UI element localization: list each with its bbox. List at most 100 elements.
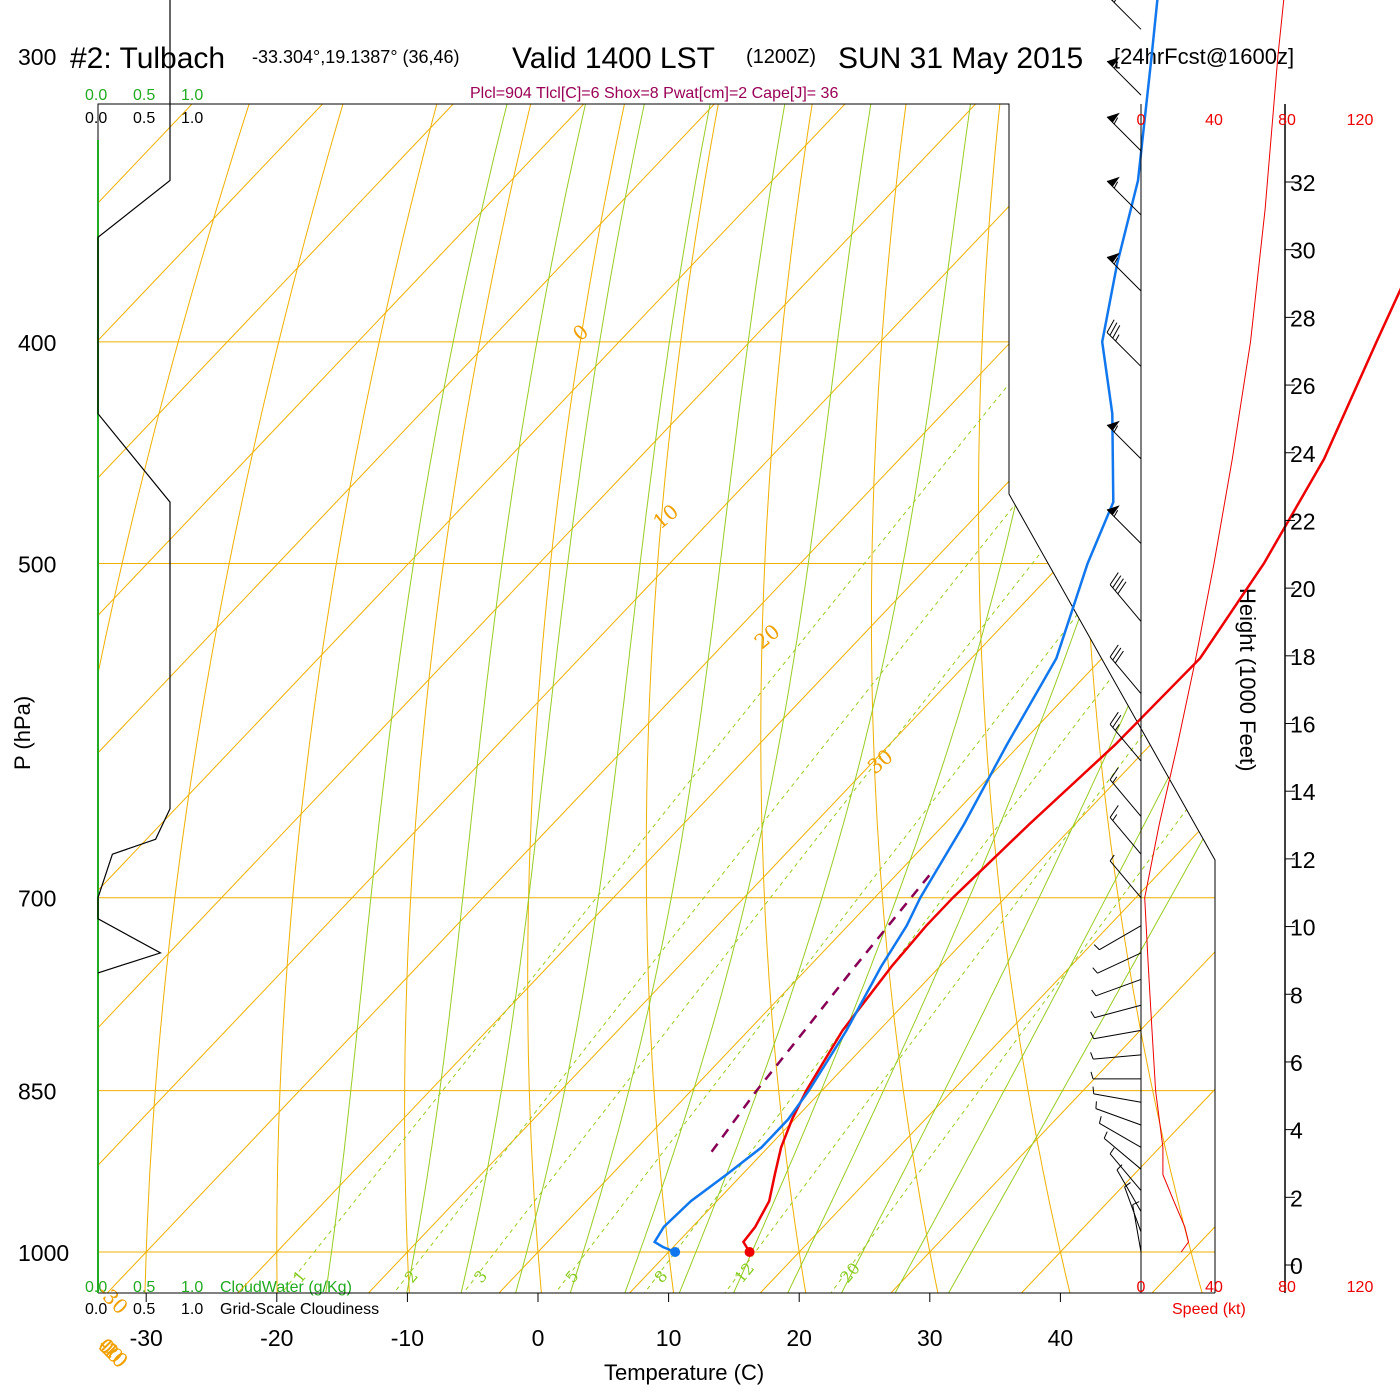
- height-tick-label: 24: [1290, 441, 1316, 467]
- valid-time: Valid 1400 LST: [512, 42, 715, 75]
- isotherm-line: [98, 104, 750, 1293]
- moist-adiabat: [499, 104, 782, 1293]
- wind-barb-full: [1114, 650, 1124, 664]
- wind-barb-staff: [1103, 1137, 1142, 1170]
- wind-barb-full: [1109, 644, 1119, 658]
- mixing-ratio-label: 12: [731, 1259, 759, 1287]
- wind-barb-pennant: [1107, 56, 1120, 67]
- plot-border: [97, 103, 1216, 1293]
- temperature-line: [741, 287, 1400, 1253]
- moist-adiabat: [552, 104, 850, 1293]
- speed-tick-label-bottom: 40: [1205, 1279, 1223, 1296]
- mixing-ratio-label: 3: [470, 1267, 491, 1287]
- wind-barb-half: [1098, 1116, 1102, 1124]
- wind-barb-full: [1117, 581, 1127, 595]
- height-tick-label: 20: [1290, 576, 1316, 602]
- dry-adiabat: [1375, 0, 1400, 1347]
- wind-barb-half: [1113, 257, 1119, 265]
- mixing-ratio-label: 20: [836, 1259, 864, 1287]
- temperature-tick-label: -30: [130, 1325, 163, 1351]
- wind-barb-half: [1090, 1011, 1096, 1018]
- wind-barb-staff: [1106, 332, 1142, 367]
- height-tick-label: 6: [1290, 1050, 1303, 1076]
- wind-barb: [1090, 1004, 1142, 1019]
- wind-barb: [1109, 805, 1142, 855]
- wind-barb-full: [1112, 325, 1121, 339]
- moist-adiabat: [317, 104, 596, 1293]
- height-axis-title: Height (1000 Feet): [1235, 588, 1260, 771]
- wind-barb-half: [1116, 1164, 1123, 1171]
- height-tick-label: 18: [1290, 644, 1316, 670]
- wind-barb-half: [1090, 1071, 1094, 1079]
- wind-barb-full: [1109, 572, 1119, 585]
- moist-adiabat: [604, 104, 930, 1293]
- height-tick-label: 22: [1290, 508, 1316, 534]
- wind-barb-half: [1103, 1131, 1108, 1139]
- mixing-ratio-line: [351, 341, 1145, 1293]
- wind-barb: [1106, 420, 1142, 460]
- dry-adiabat: [1081, 104, 1215, 1293]
- wind-barb-pennant: [1107, 420, 1120, 431]
- wind-barb-half: [1113, 117, 1119, 125]
- wind-barb-staff: [1109, 584, 1142, 622]
- wind-barb-half: [1114, 724, 1120, 731]
- wind-barb: [1095, 1101, 1142, 1126]
- isotherm-line: [98, 104, 1215, 1293]
- zulu-time: (1200Z): [746, 46, 816, 68]
- wind-barb-staff: [1109, 656, 1142, 695]
- cwb-tick-1: 1.0: [181, 1279, 203, 1296]
- wind-barb-half: [1092, 967, 1098, 974]
- speed-tick-label-top: 120: [1347, 112, 1374, 129]
- height-tick-label: 12: [1290, 847, 1316, 873]
- wind-barb: [1106, 112, 1142, 152]
- dry-adiabat-label: 10: [648, 499, 683, 534]
- wind-barb-full: [1112, 575, 1122, 588]
- surface-temperature-dot: [744, 1247, 755, 1257]
- wind-barb: [1110, 0, 1142, 30]
- wind-barb: [1109, 572, 1142, 622]
- pressure-tick-label: 500: [18, 552, 56, 578]
- isotherm-line: [98, 104, 1142, 1293]
- wind-speed-line: [1144, 0, 1285, 1253]
- wind-barb-staff: [1093, 1054, 1142, 1060]
- moist-adiabat: [395, 104, 668, 1293]
- mixing-ratio-line: [791, 341, 1215, 1293]
- wind-barb-full: [1114, 578, 1124, 592]
- wind-barb-pennant: [1111, 0, 1114, 1]
- temperature-tick-label: 20: [786, 1325, 812, 1351]
- wind-barb-half: [1113, 0, 1117, 3]
- cloudwater-scale-top: 0.0 0.5 1.0: [85, 87, 203, 104]
- isotherm-line: [98, 104, 620, 1293]
- dry-adiabat: [1182, 104, 1215, 1293]
- dry-adiabat: [760, 104, 883, 1293]
- cw-tick-1: 1.0: [181, 87, 203, 104]
- cloudiness-line: [97, 0, 171, 974]
- height-tick-label: 2: [1290, 1185, 1303, 1211]
- wind-barb-half: [1132, 1201, 1140, 1206]
- wind-barb: [1090, 1052, 1142, 1060]
- dry-adiabat: [143, 104, 460, 1293]
- wind-barb-staff: [1106, 60, 1142, 96]
- wind-barb: [1106, 176, 1142, 216]
- pressure-tick-label: 1000: [18, 1240, 69, 1266]
- isotherm-label: -20: [93, 1333, 133, 1373]
- wind-barb: [1109, 711, 1142, 762]
- wind-barb: [1132, 1201, 1142, 1253]
- speed-tick-label-bottom: 120: [1347, 1279, 1374, 1296]
- height-tick-label: 4: [1290, 1118, 1303, 1144]
- height-tick-label: 30: [1290, 238, 1316, 264]
- wind-barb-half: [1091, 989, 1097, 997]
- isotherm-line: [708, 104, 1215, 1293]
- wind-barb-half: [1113, 510, 1119, 517]
- cloudiness-profile: [97, 0, 171, 974]
- pressure-tick-label: 300: [18, 44, 56, 70]
- mixing-ratio-line: [421, 341, 1208, 1293]
- cloudiness-scale-top: 0.0 0.5 1.0: [85, 110, 203, 127]
- cwb-tick-05: 0.5: [133, 1279, 155, 1296]
- temperature-tick-label: -20: [260, 1325, 293, 1351]
- wind-barb-half: [1115, 334, 1120, 342]
- wind-barb-staff: [1116, 1169, 1142, 1212]
- wind-barb-full: [1112, 647, 1122, 661]
